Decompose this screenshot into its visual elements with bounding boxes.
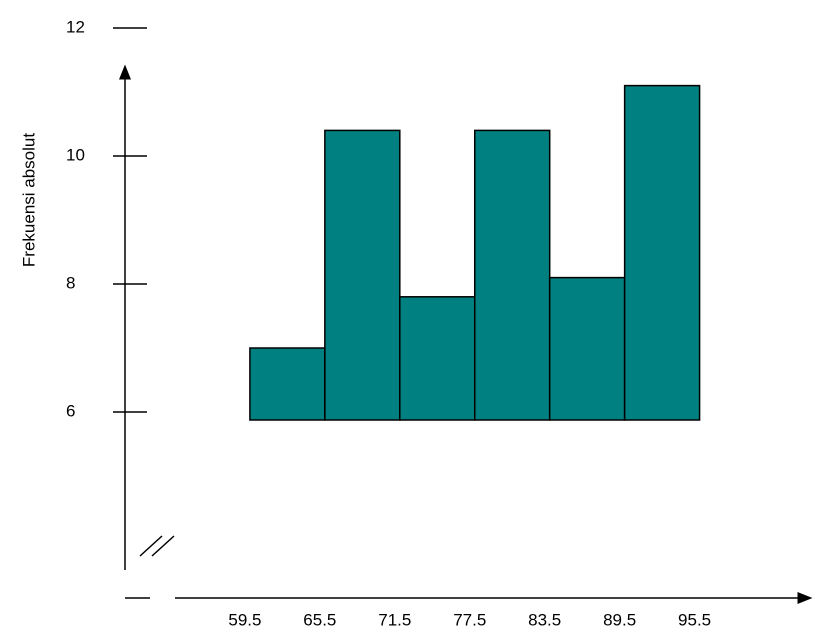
y-tick-label: 6 [66,401,75,420]
axis-break [139,535,163,557]
bar [473,129,551,421]
bar [623,84,701,421]
x-tick-label: 59.5 [228,610,261,629]
x-tick-label: 89.5 [603,610,636,629]
bar [399,296,476,421]
y-tick-label: 8 [66,273,75,292]
axis-break [151,535,175,557]
bar [324,129,401,421]
y-tick-label: 10 [66,145,85,164]
x-tick-label: 71.5 [378,610,411,629]
y-tick-label: 12 [66,17,85,36]
x-tick-label: 83.5 [528,610,561,629]
x-tick-label: 65.5 [303,610,336,629]
bar [548,276,626,421]
x-tick-label: 95.5 [678,610,711,629]
bar [249,347,326,421]
y-axis-label: Frekuensi absolut [19,133,38,267]
x-tick-label: 77.5 [453,610,486,629]
